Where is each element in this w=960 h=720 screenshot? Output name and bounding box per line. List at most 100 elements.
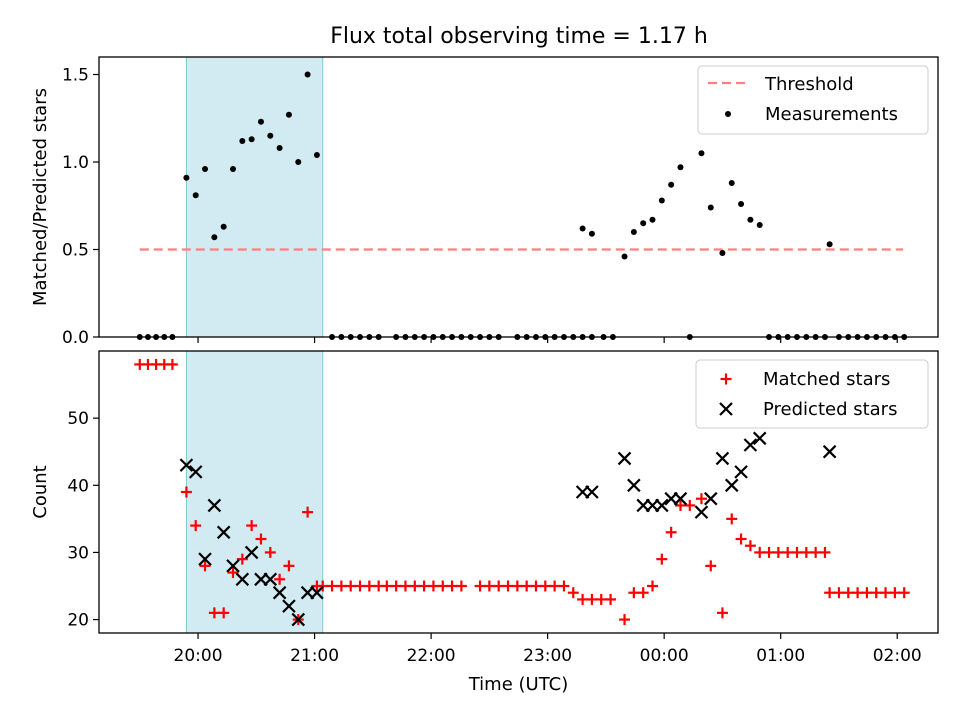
top-x-ticks [197, 337, 898, 343]
matched-star-point [586, 593, 598, 605]
top-axes-frame [98, 56, 939, 338]
matched-star-point [390, 580, 402, 592]
matched-star-point [227, 567, 239, 579]
measurement-point [220, 223, 227, 230]
y-tick-label: 30 [67, 543, 89, 563]
predicted-star-point [272, 585, 287, 600]
matched-star-point [684, 499, 696, 511]
measurement-point [295, 159, 302, 165]
matched-star-point [763, 546, 775, 558]
matched-star-point [381, 580, 393, 592]
matched-star-point [354, 580, 366, 592]
legend-box [695, 359, 929, 429]
measurement-point [649, 216, 656, 223]
predicted-star-point [719, 402, 733, 416]
predicted-star-point [226, 559, 240, 573]
figure-title: Flux total observing time = 1.17 h [330, 24, 708, 49]
measurement-point [285, 111, 292, 118]
matched-star-point [317, 580, 329, 592]
measurement-point [313, 152, 320, 158]
matched-star-point [474, 580, 486, 592]
matched-star-point [726, 513, 738, 525]
matched-star-point [656, 553, 668, 565]
matched-star-point [567, 587, 579, 599]
y-tick-label: 50 [67, 409, 89, 429]
matched-star-point [628, 587, 640, 599]
predicted-star-point [734, 465, 748, 479]
matched-star-point [437, 580, 449, 592]
matched-star-point [695, 493, 707, 505]
matched-star-point [833, 587, 845, 599]
matched-star-point [236, 553, 248, 565]
matched-star-point [218, 607, 230, 619]
y-tick-label: 40 [67, 476, 89, 496]
matched-star-point [665, 526, 677, 538]
matched-star-point [637, 587, 649, 599]
x-tick-label: 00:00 [640, 646, 689, 666]
matched-star-point [255, 533, 267, 545]
matched-star-point [502, 580, 514, 592]
predicted-star-point [198, 552, 212, 566]
legend-matched-label: Matched stars [763, 369, 890, 390]
predicted-star-point [627, 478, 641, 493]
matched-star-point [283, 560, 295, 572]
x-tick-label: 21:00 [290, 646, 339, 666]
legend-predicted-label: Predicted stars [763, 399, 897, 420]
matched-star-point [539, 580, 551, 592]
measurement-point [304, 71, 311, 78]
matched-star-point [852, 587, 864, 599]
measurement-point [630, 229, 637, 235]
matched-star-point [705, 560, 717, 572]
measurement-point [677, 164, 684, 171]
predicted-star-point [715, 451, 730, 466]
x-tick-label: 23:00 [523, 646, 572, 666]
predicted-star-point [585, 485, 599, 499]
matched-star-point [326, 580, 338, 592]
measurement-point [756, 222, 763, 228]
matched-star-point [427, 580, 439, 592]
predicted-star-point [822, 444, 837, 459]
matched-star-point [595, 593, 607, 605]
measurement-point [728, 180, 735, 186]
predicted-star-point [188, 465, 203, 479]
matched-star-point [800, 546, 812, 558]
top-y-axis-label: Matched/Predicted stars [30, 88, 51, 306]
predicted-star-point [207, 498, 222, 513]
measurement-point [588, 230, 595, 237]
top-shaded-interval [185, 56, 324, 338]
matched-star-point [735, 533, 747, 545]
measurement-point [257, 118, 264, 125]
top-y-ticks: 0.0 0.5 1.0 1.5 [62, 66, 99, 348]
legend-measurements-label: Measurements [765, 104, 898, 125]
matched-star-point [870, 587, 882, 599]
y-tick-label: 1.0 [62, 153, 89, 173]
matched-star-point [335, 580, 347, 592]
y-tick-label: 0.0 [62, 328, 89, 348]
count-points [134, 358, 910, 627]
matched-star-point [302, 506, 314, 518]
predicted-star-point [235, 572, 250, 587]
y-tick-label: 20 [67, 611, 89, 631]
predicted-star-point [310, 585, 324, 600]
matched-star-point [824, 587, 836, 599]
matched-star-point [558, 580, 570, 592]
predicted-star-point [752, 431, 767, 446]
matched-star-point [549, 580, 561, 592]
matched-star-point [483, 580, 495, 592]
measurement-point [211, 234, 218, 241]
measurement-point [579, 225, 586, 232]
predicted-star-point [244, 545, 259, 560]
matched-star-point [674, 499, 686, 511]
matched-star-point [577, 593, 589, 605]
top-axes: 0.0 0.5 1.0 1.5 Matched/Predicted stars Thr… [30, 56, 939, 348]
matched-star-point [889, 587, 901, 599]
matched-star-point [511, 580, 523, 592]
measurement-point [640, 220, 647, 227]
legend-threshold-label: Threshold [764, 74, 854, 95]
predicted-star-point [263, 572, 278, 587]
bottom-y-ticks: 20 30 40 50 [67, 409, 99, 631]
y-tick-label: 0.5 [62, 241, 89, 261]
matched-star-point [898, 587, 910, 599]
measurement-point [248, 136, 255, 143]
legend-box [697, 65, 929, 135]
